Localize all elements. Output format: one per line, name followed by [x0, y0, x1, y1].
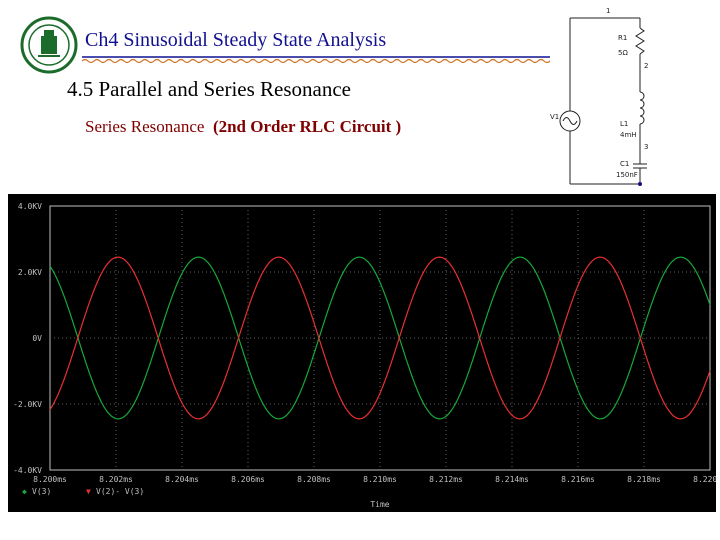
x-tick-label: 8.212ms [429, 475, 463, 484]
legend-marker-v3: ◆ [22, 487, 27, 496]
x-tick-label: 8.210ms [363, 475, 397, 484]
grid-lines [50, 206, 710, 470]
resistor-symbol [635, 27, 645, 55]
section-title: 4.5 Parallel and Series Resonance [67, 77, 351, 101]
r1-name: R1 [618, 34, 627, 42]
x-tick-label: 8.218ms [627, 475, 661, 484]
x-tick-label: 8.220ms [693, 475, 716, 484]
inductor-symbol [639, 91, 645, 125]
legend: ◆ V(3) ▼ V(2)- V(3) [22, 487, 144, 496]
ground-node [638, 182, 642, 186]
y-tick-label: 0V [32, 334, 42, 343]
ac-source-wave [562, 117, 578, 125]
chart-background [8, 194, 716, 512]
subtitle: Series Resonance (2nd Order RLC Circuit … [85, 117, 401, 137]
x-axis-labels: 8.200ms 8.202ms 8.204ms 8.206ms 8.208ms 8.210… [33, 475, 716, 484]
series-line-v2-minus-v3 [49, 256, 711, 420]
c1-value: 150nF [616, 171, 638, 179]
rlc-schematic: 1 R1 5Ω 2 L1 4mH 3 C1 150nF V1 [550, 7, 648, 186]
node-label-1: 1 [606, 7, 610, 15]
l1-name: L1 [620, 120, 628, 128]
x-axis-title: Time [370, 500, 389, 509]
node-label-3: 3 [644, 143, 648, 151]
legend-marker-v2v3: ▼ [86, 487, 91, 496]
c1-name: C1 [620, 160, 629, 168]
x-tick-label: 8.216ms [561, 475, 595, 484]
x-tick-label: 8.200ms [33, 475, 67, 484]
legend-label-v3: V(3) [32, 487, 51, 496]
y-tick-label: 2.0KV [18, 268, 42, 277]
x-tick-label: 8.206ms [231, 475, 265, 484]
subtitle-main: Series Resonance [85, 117, 205, 136]
subtitle-paren: (2nd Order RLC Circuit ) [212, 117, 402, 136]
y-tick-label: -4.0KV [13, 466, 42, 475]
series-line-v3 [49, 256, 711, 420]
y-tick-label: 4.0KV [18, 202, 42, 211]
x-tick-label: 8.208ms [297, 475, 331, 484]
v1-name: V1 [550, 113, 559, 121]
r1-value: 5Ω [618, 49, 628, 57]
x-tick-label: 8.214ms [495, 475, 529, 484]
chapter-title: Ch4 Sinusoidal Steady State Analysis [85, 29, 387, 51]
legend-label-v2v3: V(2)- V(3) [96, 487, 144, 496]
x-tick-label: 8.204ms [165, 475, 199, 484]
x-tick-label: 8.202ms [99, 475, 133, 484]
title-underline [82, 56, 550, 64]
node-label-2: 2 [644, 62, 648, 70]
l1-value: 4mH [620, 131, 637, 139]
y-axis-labels: 4.0KV 2.0KV 0V -2.0KV -4.0KV [13, 202, 42, 475]
series-lines [49, 256, 711, 420]
university-logo [20, 16, 78, 74]
y-tick-label: -2.0KV [13, 400, 42, 409]
